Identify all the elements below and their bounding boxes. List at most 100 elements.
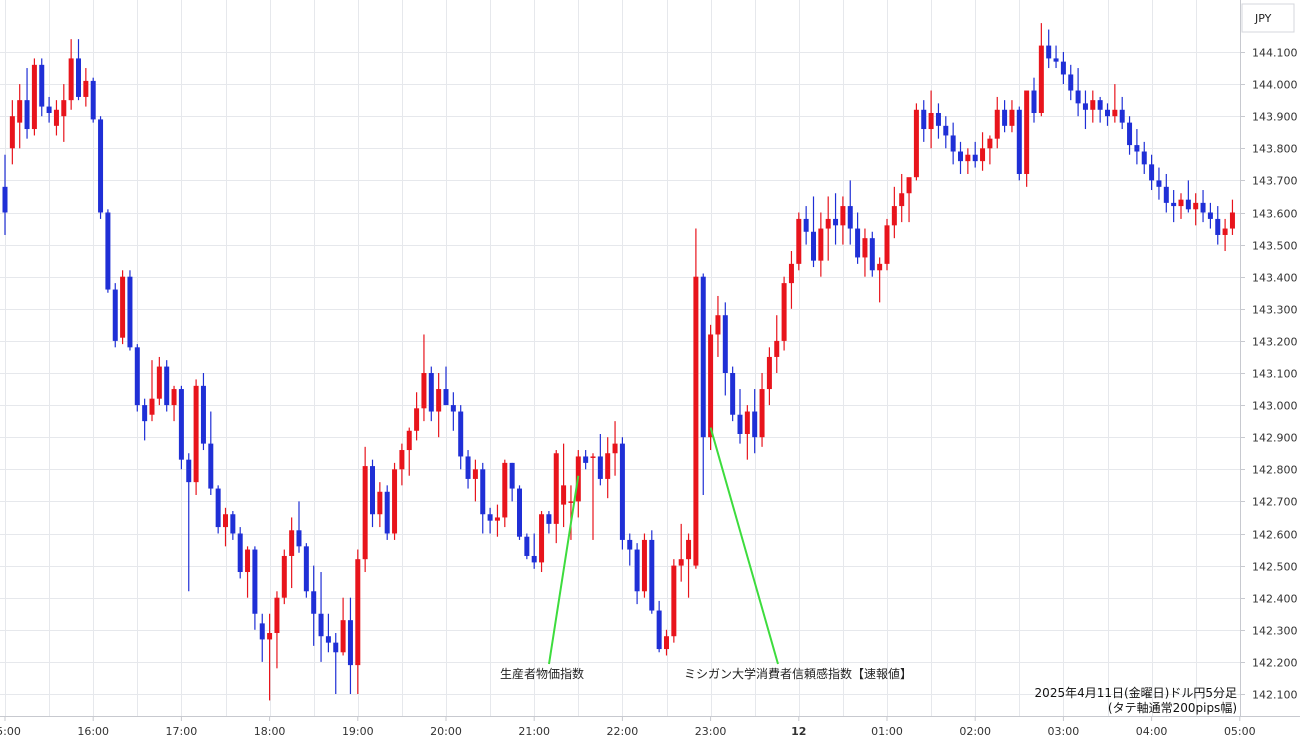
candle xyxy=(333,633,339,694)
candle-body xyxy=(715,315,721,335)
x-tick-label: 22:00 xyxy=(607,725,639,738)
y-tick-label: 143.500 xyxy=(1252,240,1298,253)
candle-body xyxy=(450,405,456,412)
candle-body xyxy=(737,414,743,434)
candle-body xyxy=(76,58,81,97)
candle-body xyxy=(862,238,868,258)
candle xyxy=(494,504,500,537)
candle-body xyxy=(164,366,170,406)
candle-body xyxy=(325,636,331,643)
candle xyxy=(325,613,331,653)
candle xyxy=(76,39,81,101)
candle-body xyxy=(53,109,59,126)
candle xyxy=(1068,64,1074,101)
candle xyxy=(1141,141,1147,174)
candle-body xyxy=(1229,212,1235,229)
candle-body xyxy=(583,456,589,463)
candle-body xyxy=(142,405,148,422)
candle-body xyxy=(230,514,236,534)
candle xyxy=(950,122,956,165)
candle-body xyxy=(943,125,949,136)
candle xyxy=(715,295,721,357)
candle xyxy=(553,450,559,544)
candle-body xyxy=(340,620,346,653)
candle-body xyxy=(259,623,265,640)
candle-body xyxy=(693,276,699,566)
candle-body xyxy=(1105,109,1110,117)
currency-label: JPY xyxy=(1254,12,1272,25)
candle-body xyxy=(899,193,905,207)
x-tick-label: 15:00 xyxy=(0,725,21,738)
x-tick-label: 20:00 xyxy=(430,725,462,738)
candle xyxy=(906,177,912,223)
candle-body xyxy=(105,212,111,290)
candle-body xyxy=(377,491,383,515)
candle-body xyxy=(612,443,618,454)
x-tick-label: 23:00 xyxy=(695,725,727,738)
candle xyxy=(39,58,45,117)
candle-body xyxy=(774,340,780,357)
y-tick-label: 143.200 xyxy=(1252,336,1298,349)
candle xyxy=(164,360,170,412)
candle-body xyxy=(855,228,861,258)
annotation-pointer xyxy=(548,475,580,665)
candle-body xyxy=(1215,218,1221,235)
candle xyxy=(1016,106,1022,181)
candle-body xyxy=(1016,109,1022,174)
candle-body xyxy=(406,430,412,451)
candle-body xyxy=(267,633,273,640)
y-tick-label: 144.100 xyxy=(1252,47,1298,60)
candle xyxy=(193,379,199,495)
candle xyxy=(443,366,449,406)
candle xyxy=(1031,77,1037,123)
candle xyxy=(1134,129,1140,165)
candle-body xyxy=(517,488,522,537)
candle xyxy=(958,141,963,174)
candle xyxy=(825,196,831,261)
candle xyxy=(362,446,368,573)
candle-body xyxy=(333,642,339,653)
candle xyxy=(487,507,493,534)
candle-body xyxy=(553,453,559,524)
candle xyxy=(1082,90,1088,130)
candle-body xyxy=(17,100,23,123)
candle xyxy=(1200,190,1206,223)
candle-body xyxy=(46,106,52,113)
candle xyxy=(200,373,206,451)
candle xyxy=(1053,45,1059,69)
candle-body xyxy=(1156,180,1162,187)
candle xyxy=(259,613,265,662)
candle xyxy=(208,411,214,495)
candle xyxy=(862,228,868,277)
x-tick-label: 03:00 xyxy=(1048,725,1080,738)
candle xyxy=(24,68,30,139)
candle-body xyxy=(605,453,611,479)
y-tick-label: 142.500 xyxy=(1252,561,1298,574)
candle xyxy=(502,459,508,528)
candle-body xyxy=(1178,199,1184,207)
candle-body xyxy=(149,398,155,415)
candle xyxy=(112,283,118,348)
candle xyxy=(1193,193,1199,226)
candle-body xyxy=(1068,74,1074,91)
candle xyxy=(590,453,596,540)
candle-body xyxy=(524,536,530,556)
candle xyxy=(186,453,192,592)
chart-footnote-line1: 2025年4月11日(金曜日)ドル円5分足 xyxy=(1035,685,1237,700)
candle xyxy=(156,356,162,406)
candle xyxy=(1207,202,1213,229)
candle-body xyxy=(1090,100,1096,110)
y-tick-label: 142.900 xyxy=(1252,432,1298,445)
candle xyxy=(664,629,669,656)
candle xyxy=(1112,84,1118,123)
candle-body xyxy=(421,373,427,409)
candle xyxy=(53,100,59,136)
candle-body xyxy=(818,228,824,261)
candle-body xyxy=(509,462,515,489)
candle xyxy=(215,485,221,534)
candle-body xyxy=(311,591,317,614)
candle xyxy=(891,186,897,239)
candle xyxy=(237,527,243,579)
y-tick-label: 143.000 xyxy=(1252,400,1298,413)
x-tick-label: 05:00 xyxy=(1224,725,1256,738)
